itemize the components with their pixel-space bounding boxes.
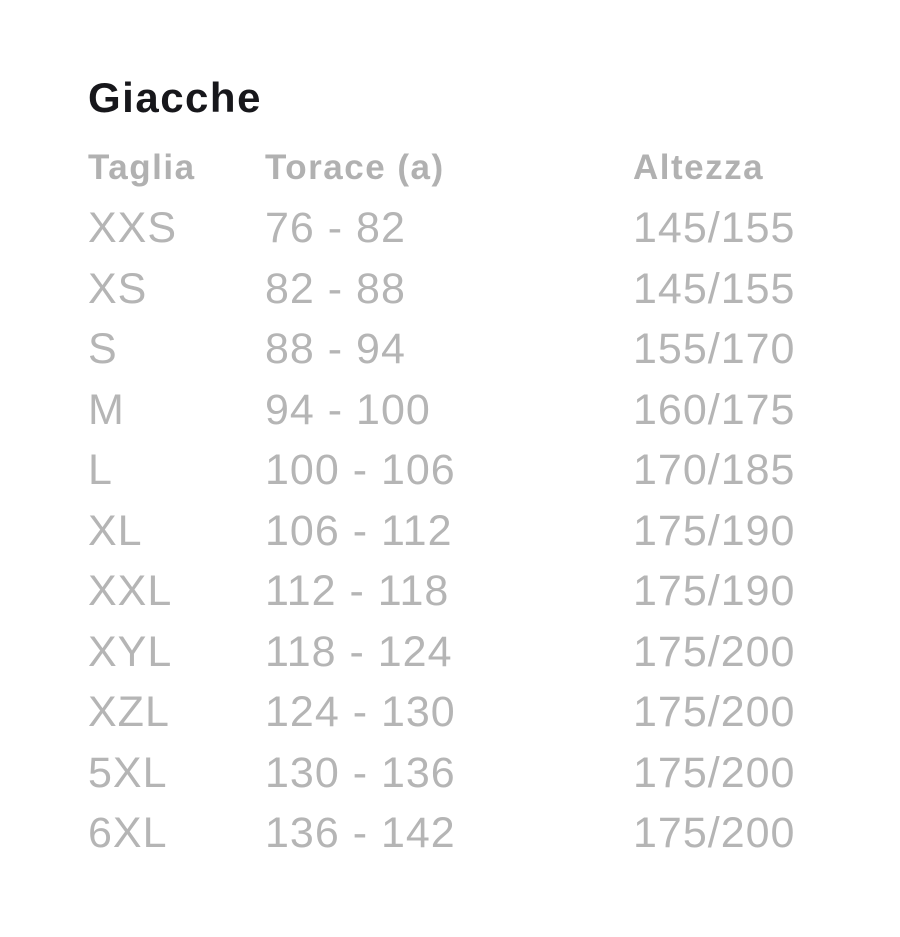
cell-torace: 88 - 94: [265, 325, 406, 373]
cell-altezza: 175/190: [633, 567, 796, 615]
cell-torace: 76 - 82: [265, 204, 406, 252]
cell-taglia: XZL: [88, 688, 170, 736]
table-row: XYL 118 - 124 175/200: [88, 622, 893, 683]
cell-altezza: 175/200: [633, 627, 796, 676]
cell-taglia: XXS: [88, 204, 178, 252]
cell-altezza: 175/200: [633, 809, 796, 857]
cell-torace: 106 - 112: [265, 506, 453, 555]
cell-taglia: XS: [88, 264, 148, 313]
cell-altezza: 145/155: [633, 204, 796, 252]
cell-taglia: 5XL: [88, 748, 168, 797]
table-row: 6XL 136 - 142 175/200: [88, 803, 893, 864]
table-row: XS 82 - 88 145/155: [88, 259, 893, 320]
cell-torace: 112 - 118: [265, 567, 450, 615]
table-body: XXS 76 - 82 145/155 XS 82 - 88 145/155 S 88 - 9…: [88, 198, 893, 864]
cell-taglia: 6XL: [88, 809, 168, 857]
table-row: L 100 - 106 170/185: [88, 440, 893, 501]
table-row: XXS 76 - 82 145/155: [88, 198, 893, 259]
cell-torace: 130 - 136: [265, 748, 456, 797]
column-header-torace: Torace (a): [265, 148, 445, 187]
column-header-taglia: Taglia: [88, 148, 196, 187]
table-row: 5XL 130 - 136 175/200: [88, 743, 893, 804]
cell-altezza: 175/190: [633, 506, 796, 555]
cell-torace: 94 - 100: [265, 385, 431, 434]
column-header-altezza: Altezza: [633, 148, 765, 187]
cell-altezza: 155/170: [633, 325, 796, 373]
cell-taglia: M: [88, 385, 125, 434]
table-row: XXL 112 - 118 175/190: [88, 561, 893, 622]
size-table: Taglia Torace (a) Altezza XXS 76 - 82 145/…: [88, 148, 893, 864]
cell-altezza: 175/200: [633, 688, 796, 736]
cell-taglia: S: [88, 325, 118, 373]
cell-altezza: 145/155: [633, 264, 796, 313]
table-header-row: Taglia Torace (a) Altezza: [88, 148, 893, 188]
cell-altezza: 175/200: [633, 748, 796, 797]
table-row: XZL 124 - 130 175/200: [88, 682, 893, 743]
cell-taglia: XXL: [88, 567, 173, 615]
cell-torace: 136 - 142: [265, 809, 456, 857]
page-title: Giacche: [88, 74, 262, 121]
table-row: S 88 - 94 155/170: [88, 319, 893, 380]
table-row: M 94 - 100 160/175: [88, 380, 893, 441]
cell-torace: 82 - 88: [265, 264, 406, 313]
cell-altezza: 170/185: [633, 446, 796, 494]
cell-taglia: XL: [88, 506, 143, 555]
cell-torace: 124 - 130: [265, 688, 456, 736]
cell-taglia: L: [88, 446, 113, 494]
size-chart-content: Giacche Taglia Torace (a) Altezza XXS 76 …: [88, 74, 893, 864]
cell-altezza: 160/175: [633, 385, 796, 434]
table-row: XL 106 - 112 175/190: [88, 501, 893, 562]
cell-torace: 118 - 124: [265, 627, 453, 676]
cell-torace: 100 - 106: [265, 446, 456, 494]
cell-taglia: XYL: [88, 627, 173, 676]
